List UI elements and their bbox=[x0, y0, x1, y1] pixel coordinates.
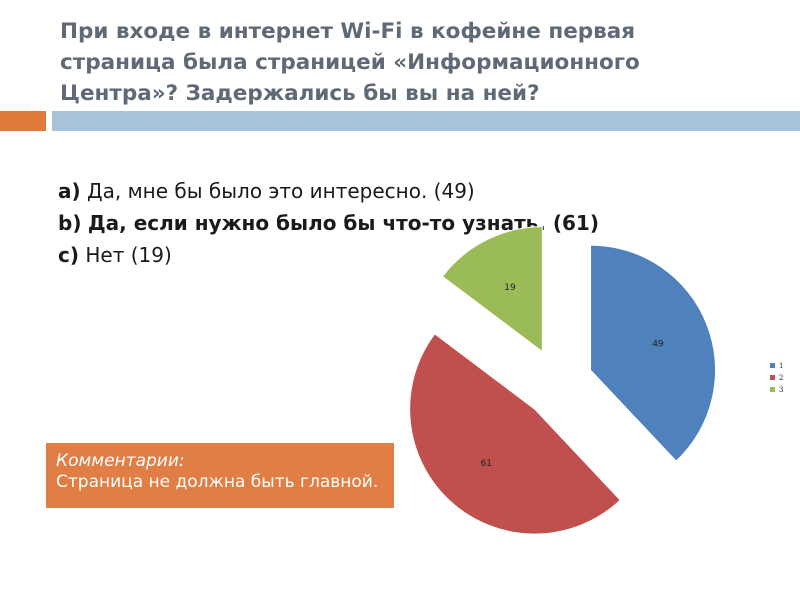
legend-swatch-2 bbox=[770, 375, 775, 380]
answer-a: a) Да, мне бы было это интересно. (49) bbox=[58, 175, 618, 207]
pie-slice-3 bbox=[441, 226, 543, 353]
pie-slice-1 bbox=[590, 244, 717, 462]
legend-label-2: 2 bbox=[779, 374, 783, 382]
legend-label-3: 3 bbox=[779, 386, 783, 394]
pie-slice-label-3: 19 bbox=[504, 283, 516, 293]
answer-c: c) Нет (19) bbox=[58, 239, 618, 271]
answer-a-key: a) bbox=[58, 179, 81, 203]
pie-slice-2 bbox=[409, 333, 622, 535]
legend-swatch-1 bbox=[770, 363, 775, 368]
legend-swatch-3 bbox=[770, 387, 775, 392]
pie-slice-label-2: 61 bbox=[481, 459, 492, 469]
header-bar bbox=[52, 111, 800, 131]
answer-a-text: Да, мне бы было это интересно. (49) bbox=[87, 179, 475, 203]
accent-bar bbox=[0, 111, 46, 131]
comment-label: Комментарии: bbox=[56, 451, 185, 471]
slide-title: При входе в интернет Wi-Fi в кофейне пер… bbox=[60, 19, 640, 106]
legend-label-1: 1 bbox=[779, 362, 783, 370]
comment-text: Страница не должна быть главной. bbox=[56, 472, 379, 492]
answer-b-key: b) bbox=[58, 211, 82, 235]
answer-c-key: c) bbox=[58, 243, 79, 267]
pie-slice-label-1: 49 bbox=[652, 339, 664, 349]
comment-box: Комментарии: Страница не должна быть гла… bbox=[46, 443, 394, 508]
answer-c-text: Нет (19) bbox=[85, 243, 172, 267]
